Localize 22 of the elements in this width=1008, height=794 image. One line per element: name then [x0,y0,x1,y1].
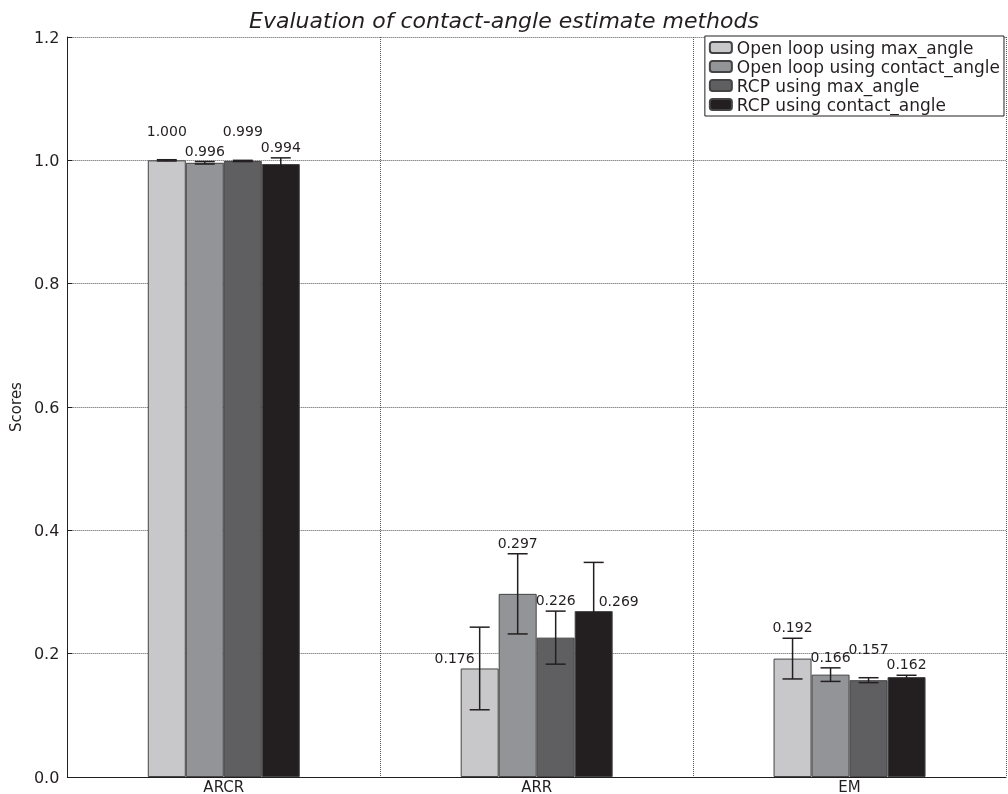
data-label: 1.000 [146,122,187,139]
data-label: 0.996 [184,142,225,159]
y-tick-label: 0.8 [33,274,60,294]
y-tick-label: 0.6 [33,397,60,417]
y-tick-label: 1.0 [33,150,60,170]
chart-title: Evaluation of contact-angle estimate methods [249,7,759,33]
data-label: 0.297 [497,534,538,551]
y-tick-label: 0.2 [33,644,60,664]
y-tick-label: 1.2 [33,27,60,47]
y-axis-title: Scores [6,381,25,432]
data-label: 0.269 [598,593,639,610]
data-label: 0.176 [434,650,475,667]
data-label: 0.994 [260,138,301,155]
data-label: 0.162 [886,656,927,673]
y-tick-label: 0.4 [33,520,60,540]
y-tick-label: 0.0 [33,767,60,787]
data-label: 0.192 [772,619,813,636]
x-tick-label: ARCR [203,777,245,794]
legend-label: Open loop using max_angle [736,37,974,59]
x-tick-label: ARR [521,777,553,794]
x-tick-label: EM [838,777,861,794]
data-label: 0.999 [222,123,263,140]
